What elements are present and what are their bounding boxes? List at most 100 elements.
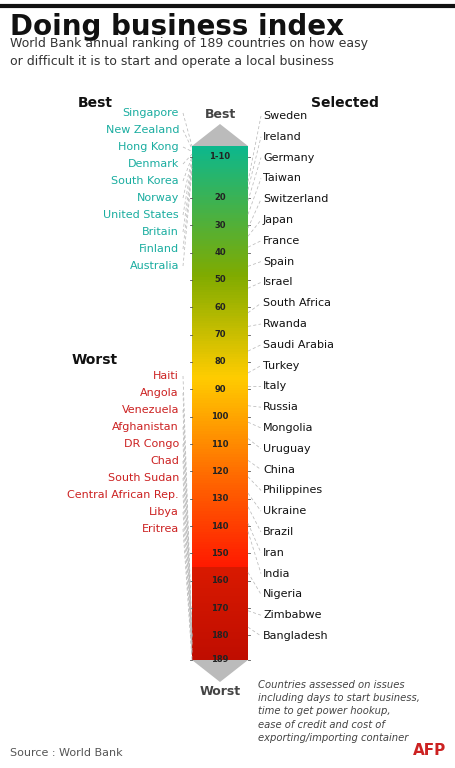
Text: AFP: AFP (413, 743, 446, 758)
Text: Japan: Japan (263, 215, 294, 225)
Bar (192, 270, 248, 272)
Text: Chad: Chad (150, 456, 179, 466)
Bar (192, 375, 248, 377)
Bar (192, 367, 248, 369)
Text: Haiti: Haiti (153, 371, 179, 381)
Bar (192, 257, 248, 259)
Text: South Sudan: South Sudan (108, 473, 179, 483)
Bar (192, 436, 248, 439)
Bar (192, 558, 248, 560)
Bar (192, 264, 248, 266)
Bar (192, 547, 248, 549)
Bar (192, 318, 248, 321)
Text: Venezuela: Venezuela (121, 405, 179, 415)
Bar (192, 313, 248, 316)
Bar (192, 581, 248, 583)
Bar (192, 514, 248, 516)
Bar (192, 627, 248, 629)
Bar (192, 231, 248, 233)
Bar (192, 472, 248, 475)
Bar (192, 439, 248, 442)
Bar (192, 187, 248, 190)
Text: New Zealand: New Zealand (106, 125, 179, 135)
Bar (192, 177, 248, 180)
Bar (192, 339, 248, 341)
Bar (192, 388, 248, 390)
Bar (192, 380, 248, 382)
Text: Norway: Norway (136, 193, 179, 203)
Text: 150: 150 (211, 549, 229, 558)
Bar (192, 488, 248, 491)
Bar (192, 629, 248, 632)
Bar (192, 462, 248, 465)
Bar (192, 272, 248, 274)
Bar (192, 560, 248, 562)
Bar (192, 321, 248, 323)
Bar (192, 449, 248, 452)
Bar (192, 470, 248, 472)
Bar (192, 644, 248, 647)
Text: Iran: Iran (263, 548, 285, 558)
Text: Switzerland: Switzerland (263, 194, 329, 204)
Bar (192, 596, 248, 598)
Text: 50: 50 (214, 276, 226, 284)
Bar (192, 585, 248, 588)
Text: South Korea: South Korea (111, 176, 179, 186)
Bar (192, 148, 248, 151)
Text: Eritrea: Eritrea (142, 524, 179, 534)
Bar (192, 243, 248, 247)
Text: United States: United States (103, 210, 179, 220)
Bar (192, 293, 248, 295)
Bar (192, 195, 248, 197)
Bar (192, 578, 248, 581)
Text: 130: 130 (211, 494, 229, 503)
Bar (192, 151, 248, 154)
Text: 189: 189 (211, 656, 229, 664)
Bar (192, 588, 248, 591)
Bar (192, 167, 248, 169)
Text: 120: 120 (211, 467, 229, 476)
Bar (192, 215, 248, 218)
Bar (192, 634, 248, 637)
Bar (192, 295, 248, 298)
Bar (192, 259, 248, 262)
Bar (192, 290, 248, 293)
Bar (192, 521, 248, 524)
Text: Sweden: Sweden (263, 111, 307, 121)
Bar (192, 424, 248, 426)
Bar (192, 482, 248, 485)
Text: 140: 140 (211, 521, 229, 531)
Bar (192, 650, 248, 652)
Bar (192, 475, 248, 478)
Bar (192, 210, 248, 213)
Bar (192, 159, 248, 161)
Bar (192, 190, 248, 192)
Bar (192, 400, 248, 403)
Bar (192, 174, 248, 177)
Text: 1-10: 1-10 (209, 152, 231, 161)
Text: Best: Best (204, 108, 236, 121)
Text: World Bank annual ranking of 189 countries on how easy
or difficult it is to sta: World Bank annual ranking of 189 countri… (10, 37, 368, 68)
Text: Countries assessed on issues
including days to start business,
time to get power: Countries assessed on issues including d… (258, 680, 420, 743)
Text: Afghanistan: Afghanistan (112, 422, 179, 432)
Bar (192, 169, 248, 172)
Bar (192, 154, 248, 156)
Bar (192, 429, 248, 432)
Text: Central African Rep.: Central African Rep. (67, 490, 179, 500)
Bar (192, 452, 248, 455)
Bar (192, 624, 248, 627)
Bar (192, 203, 248, 205)
Bar (192, 478, 248, 480)
Bar (192, 392, 248, 396)
Bar (192, 568, 248, 570)
Bar (192, 280, 248, 282)
Bar (192, 156, 248, 159)
Bar (192, 621, 248, 624)
Bar (192, 518, 248, 521)
Bar (192, 382, 248, 385)
Bar (192, 539, 248, 541)
Text: 80: 80 (214, 357, 226, 366)
Bar (192, 562, 248, 565)
Bar (192, 180, 248, 182)
Bar (192, 545, 248, 547)
